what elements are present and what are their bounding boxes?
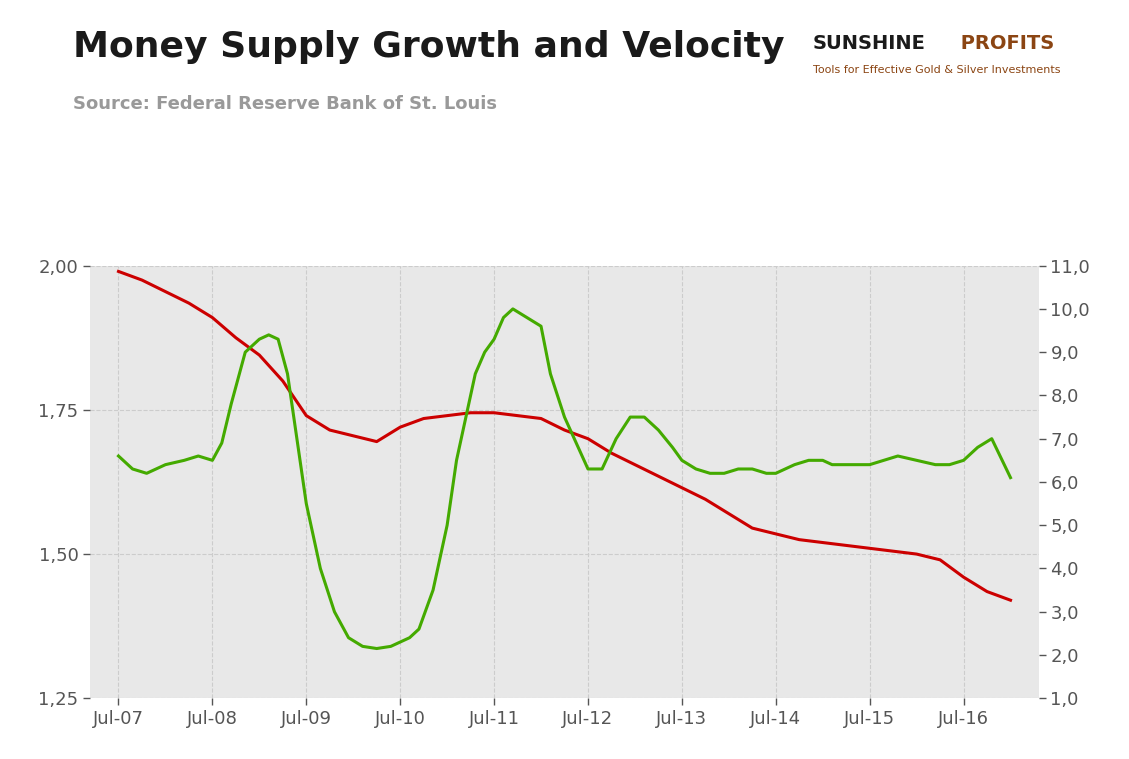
Text: Source: Federal Reserve Bank of St. Louis: Source: Federal Reserve Bank of St. Loui…: [73, 95, 498, 113]
Text: PROFITS: PROFITS: [954, 34, 1054, 53]
Text: SUNSHINE: SUNSHINE: [813, 34, 926, 53]
Text: Tools for Effective Gold & Silver Investments: Tools for Effective Gold & Silver Invest…: [813, 65, 1060, 74]
Text: Money Supply Growth and Velocity: Money Supply Growth and Velocity: [73, 30, 785, 65]
